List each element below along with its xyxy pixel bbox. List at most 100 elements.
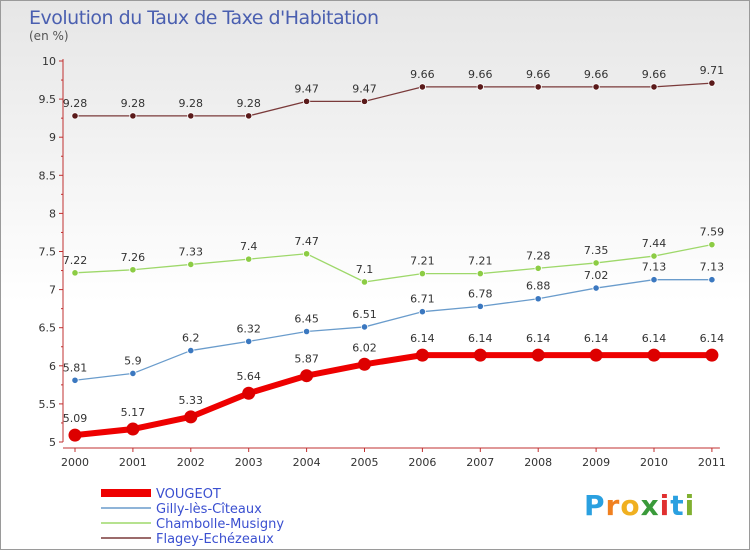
data-label: 6.14 <box>700 332 725 345</box>
series-line <box>74 244 713 283</box>
data-point <box>187 260 195 269</box>
y-tick-label: 10 <box>42 55 56 68</box>
data-point <box>300 369 314 383</box>
logo-letter: t <box>670 489 685 522</box>
logo-letter: i <box>684 489 696 522</box>
logo-letter: r <box>605 489 621 522</box>
data-label: 6.78 <box>468 287 493 300</box>
data-label: 7.28 <box>526 249 551 262</box>
data-point <box>71 269 79 277</box>
data-point <box>534 295 542 303</box>
series-line <box>75 82 712 117</box>
series-line <box>74 279 712 381</box>
data-label: 6.14 <box>526 332 551 345</box>
data-point <box>71 376 79 384</box>
y-tick-label: 9.5 <box>39 93 57 106</box>
legend-label: VOUGEOT <box>156 487 221 502</box>
data-point <box>242 386 256 400</box>
data-label: 5.64 <box>236 370 261 383</box>
x-tick-label: 2003 <box>235 456 263 469</box>
legend-label: Gilly-lès-Cîteaux <box>156 502 262 517</box>
data-point <box>129 266 137 274</box>
data-label: 7.47 <box>294 235 319 248</box>
data-point <box>708 79 716 87</box>
data-label: 6.51 <box>352 308 377 321</box>
data-point <box>592 259 600 267</box>
data-point <box>358 357 371 371</box>
data-label: 9.47 <box>352 82 377 95</box>
x-tick-label: 2006 <box>408 456 436 469</box>
data-label: 9.28 <box>236 97 261 110</box>
data-point <box>647 348 661 362</box>
data-point <box>68 428 82 442</box>
data-label: 6.2 <box>182 332 200 345</box>
data-point <box>534 264 542 272</box>
data-label: 7.4 <box>240 240 258 253</box>
data-point <box>589 348 603 362</box>
y-tick-label: 8 <box>49 207 56 220</box>
data-label: 6.45 <box>294 313 319 326</box>
y-tick-label: 6 <box>49 360 56 373</box>
data-label: 9.28 <box>63 97 88 110</box>
y-tick-label: 5.5 <box>39 398 57 411</box>
x-tick-label: 2009 <box>582 456 610 469</box>
chart-subtitle: (en %) <box>29 29 69 43</box>
data-label: 9.28 <box>179 97 204 110</box>
data-label: 5.81 <box>63 361 88 374</box>
y-tick-label: 7.5 <box>39 246 57 259</box>
x-tick-label: 2007 <box>466 456 494 469</box>
y-tick-label: 6.5 <box>39 322 57 335</box>
data-point <box>184 410 198 424</box>
data-label: 9.28 <box>121 97 146 110</box>
data-label: 5.87 <box>294 353 319 366</box>
proxiti-logo: Proxiti <box>584 489 695 522</box>
data-point <box>418 83 426 91</box>
data-label: 9.47 <box>294 82 319 95</box>
x-tick-label: 2004 <box>293 456 321 469</box>
x-tick-label: 2011 <box>698 456 726 469</box>
legend-label: Flagey-Echézeaux <box>156 532 274 547</box>
data-point <box>360 323 369 331</box>
data-point <box>302 97 311 105</box>
data-label: 9.66 <box>468 68 493 81</box>
logo-letter: P <box>584 489 606 522</box>
data-label: 5.33 <box>179 394 204 407</box>
data-label: 5.09 <box>63 412 88 425</box>
data-point <box>708 276 716 284</box>
data-label: 9.66 <box>526 68 551 81</box>
data-label: 7.59 <box>700 226 725 239</box>
x-tick-label: 2008 <box>524 456 552 469</box>
data-point <box>531 348 545 362</box>
data-label: 6.02 <box>352 341 377 354</box>
data-label: 6.14 <box>468 332 493 345</box>
data-point <box>187 346 195 355</box>
data-label: 6.14 <box>584 332 609 345</box>
y-tick-label: 5 <box>49 436 56 449</box>
data-point <box>650 276 658 284</box>
data-label: 7.35 <box>584 244 609 257</box>
data-point <box>360 278 369 286</box>
data-label: 7.26 <box>121 251 146 264</box>
data-point <box>473 348 487 362</box>
data-label: 6.14 <box>642 332 667 345</box>
data-label: 6.14 <box>410 332 435 345</box>
data-point <box>302 327 311 336</box>
data-label: 6.88 <box>526 280 551 293</box>
y-tick-label: 7 <box>49 284 56 297</box>
data-label: 6.32 <box>236 322 261 335</box>
data-point <box>129 112 137 120</box>
data-label: 9.66 <box>642 68 667 81</box>
data-label: 7.44 <box>642 237 667 250</box>
data-point <box>245 337 253 346</box>
data-label: 7.1 <box>356 263 374 276</box>
data-point <box>592 284 600 292</box>
data-point <box>129 369 137 378</box>
data-point <box>705 348 719 362</box>
data-label: 6.71 <box>410 293 435 306</box>
data-label: 5.17 <box>121 406 146 419</box>
data-point <box>476 83 484 91</box>
data-label: 9.71 <box>700 64 725 77</box>
data-point <box>245 255 253 263</box>
